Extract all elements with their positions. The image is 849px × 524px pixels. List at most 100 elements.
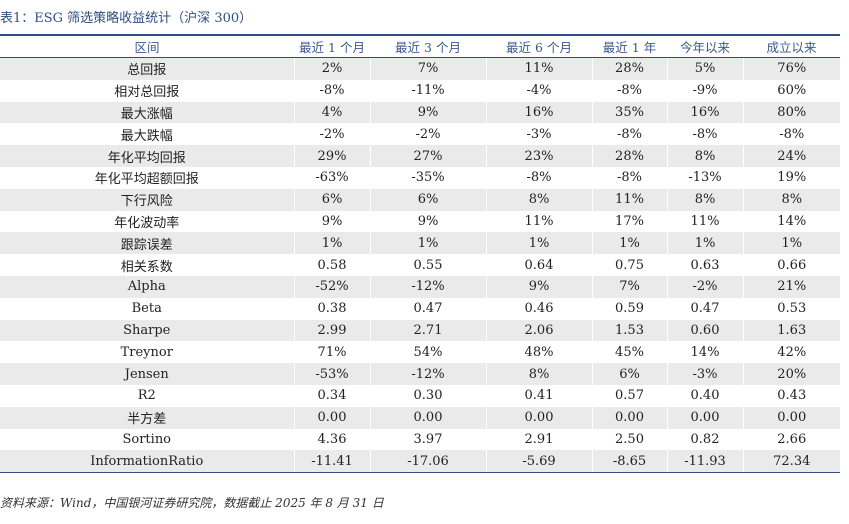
table-cell: 0.00 [666, 406, 743, 429]
table-row: Sharpe 2.99 2.71 2.06 1.53 0.60 1.63 [0, 319, 840, 342]
row-label: 半方差 [0, 406, 294, 429]
row-label: 最大涨幅 [0, 101, 294, 124]
table-cell: 28% [591, 57, 667, 80]
table-cell: 8% [666, 145, 743, 167]
table-cell: 0.40 [666, 384, 743, 407]
table-cell: 48% [485, 341, 592, 364]
table-cell: 54% [369, 341, 486, 364]
table-cell: -8% [591, 166, 667, 189]
row-label: 最大跌幅 [0, 123, 294, 146]
table-title: 表1：ESG 筛选策略收益统计（沪深 300） [0, 11, 253, 26]
table-cell: 2.91 [485, 428, 592, 451]
row-label: 年化平均回报 [0, 145, 294, 167]
table-row: R2 0.34 0.30 0.41 0.57 0.40 0.43 [0, 384, 840, 407]
column-header: 区间 [0, 34, 294, 58]
table-cell: -17.06 [369, 450, 486, 474]
row-label: 下行风险 [0, 188, 294, 211]
table-cell: 29% [293, 145, 370, 167]
table-cell: -4% [485, 79, 592, 102]
table-cell: 0.47 [369, 297, 486, 320]
table-row: Beta 0.38 0.47 0.46 0.59 0.47 0.53 [0, 297, 840, 320]
table-cell: 19% [742, 166, 840, 189]
table-cell: 80% [742, 101, 840, 124]
table-cell: 0.38 [293, 297, 370, 320]
table-cell: 0.34 [293, 384, 370, 407]
table-cell: 27% [369, 145, 486, 167]
row-label: InformationRatio [0, 450, 294, 474]
table-cell: 17% [591, 210, 667, 233]
table-row: 总回报 2% 7% 11% 28% 5% 76% [0, 57, 840, 80]
row-label: 总回报 [0, 57, 294, 80]
row-label: Jensen [0, 363, 294, 385]
table-cell: 14% [666, 341, 743, 364]
table-cell: 0.00 [742, 406, 840, 429]
table-body: 总回报 2% 7% 11% 28% 5% 76% 相对总回报 -8% -11% -4% -8% -9% 6… [0, 57, 840, 474]
table-cell: 6% [591, 363, 667, 385]
table-cell: 9% [369, 210, 486, 233]
table-cell: 0.58 [293, 254, 370, 276]
table-cell: 0.63 [666, 254, 743, 276]
table-cell: -3% [485, 123, 592, 146]
table-cell: -8.65 [591, 450, 667, 474]
table-cell: 71% [293, 341, 370, 364]
table-cell: -12% [369, 275, 486, 298]
row-label: Sharpe [0, 319, 294, 342]
table-cell: 9% [369, 101, 486, 124]
table-cell: -11% [369, 79, 486, 102]
table-cell: -5.69 [485, 450, 592, 474]
column-header: 最近 1 年 [592, 34, 667, 58]
table-cell: 42% [742, 341, 840, 364]
table-cell: 16% [485, 101, 592, 124]
table-cell: 20% [742, 363, 840, 385]
table-cell: -8% [742, 123, 840, 146]
table-cell: 0.47 [666, 297, 743, 320]
table-cell: 1.53 [591, 319, 667, 342]
table-cell: 0.41 [485, 384, 592, 407]
table-cell: 0.30 [369, 384, 486, 407]
table-cell: 0.00 [485, 406, 592, 429]
table-cell: -8% [293, 79, 370, 102]
table-cell: 21% [742, 275, 840, 298]
table-header-row: 区间 最近 1 个月 最近 3 个月 最近 6 个月 最近 1 年今年以来 成立以来 [0, 34, 840, 58]
table-cell: 0.53 [742, 297, 840, 320]
table-cell: 3.97 [369, 428, 486, 451]
row-label: 年化波动率 [0, 210, 294, 233]
column-header: 最近 6 个月 [486, 34, 592, 58]
table-cell: -12% [369, 363, 486, 385]
table-row: Sortino 4.36 3.97 2.91 2.50 0.82 2.66 [0, 428, 840, 451]
table-cell: 2.06 [485, 319, 592, 342]
table-cell: 0.46 [485, 297, 592, 320]
row-label: 年化平均超额回报 [0, 166, 294, 189]
column-header: 最近 3 个月 [370, 34, 486, 58]
esg-returns-table: 区间 最近 1 个月 最近 3 个月 最近 6 个月 最近 1 年今年以来 成立以来 总回… [0, 34, 840, 474]
column-header: 今年以来 [667, 34, 743, 58]
table-cell: 0.00 [293, 406, 370, 429]
table-cell: 0.75 [591, 254, 667, 276]
table-cell: -2% [666, 275, 743, 298]
table-row: 年化平均超额回报 -63% -35% -8% -8% -13% 19% [0, 166, 840, 189]
row-label: Sortino [0, 428, 294, 451]
table-cell: 16% [666, 101, 743, 124]
row-label: Alpha [0, 275, 294, 298]
table-row: 最大涨幅 4% 9% 16% 35% 16% 80% [0, 101, 840, 124]
table-cell: 24% [742, 145, 840, 167]
table-cell: 7% [591, 275, 667, 298]
row-label: 相对总回报 [0, 79, 294, 102]
table-row: Treynor 71% 54% 48% 45% 14% 42% [0, 341, 840, 364]
table-cell: -63% [293, 166, 370, 189]
table-cell: 0.59 [591, 297, 667, 320]
row-label: 跟踪误差 [0, 232, 294, 255]
row-label: 相关系数 [0, 254, 294, 276]
table-cell: 1% [369, 232, 486, 255]
table-cell: 9% [293, 210, 370, 233]
table-row: 相对总回报 -8% -11% -4% -8% -9% 60% [0, 79, 840, 102]
table-cell: 0.43 [742, 384, 840, 407]
table-cell: 72.34 [742, 450, 840, 474]
table-cell: 8% [742, 188, 840, 211]
table-cell: 0.82 [666, 428, 743, 451]
table-cell: 1% [293, 232, 370, 255]
table-cell: 1% [485, 232, 592, 255]
table-cell: 2.50 [591, 428, 667, 451]
table-row: 相关系数 0.58 0.55 0.64 0.75 0.63 0.66 [0, 254, 840, 276]
table-cell: 1% [742, 232, 840, 255]
